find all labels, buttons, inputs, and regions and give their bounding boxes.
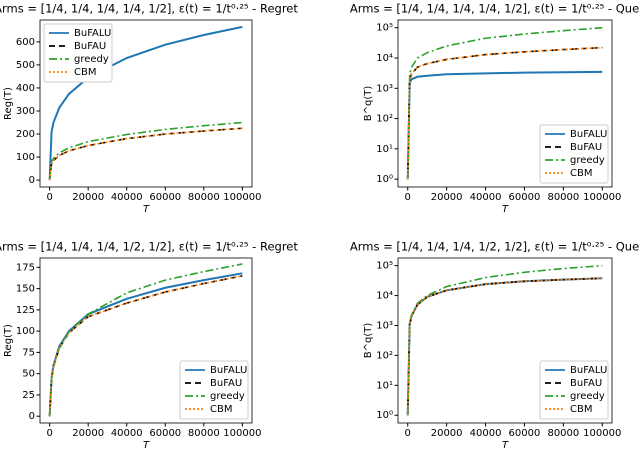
legend-label: BuFAU [570, 142, 602, 153]
x-tick-label: 20000 [72, 428, 104, 439]
x-tick-label: 80000 [188, 192, 220, 203]
y-axis-label: Reg(T) [3, 324, 14, 357]
y-tick-label: 100 [16, 152, 35, 163]
x-tick-label: 20000 [72, 192, 104, 203]
legend-label: BuFAU [210, 378, 242, 389]
chart-title: Arms = [1/4, 1/4, 1/4, 1/2, 1/2], ε(t) =… [350, 240, 640, 254]
plot-frame [39, 19, 253, 188]
y-axis-label: B^q(T) [363, 86, 374, 122]
y-tick-label: 300 [16, 106, 35, 117]
y-tick-label: 50 [22, 369, 35, 380]
legend-label: CBM [74, 67, 96, 78]
x-tick-label: 0 [405, 428, 411, 439]
y-axis-label: Reg(T) [3, 87, 14, 120]
series-line [48, 127, 243, 181]
x-tick-label: 60000 [509, 192, 541, 203]
x-tick-label: 0 [46, 428, 52, 439]
y-tick-label: 10² [376, 350, 393, 361]
plot-frame [397, 19, 613, 188]
x-tick-label: 40000 [111, 428, 143, 439]
x-tick-label: 20000 [431, 192, 463, 203]
legend-label: CBM [210, 404, 232, 415]
legend-label: BuFAU [74, 41, 106, 52]
x-tick-label: 0 [405, 192, 411, 203]
y-tick-label: 600 [16, 37, 35, 48]
y-tick-label: 10³ [376, 83, 393, 94]
x-tick-label: 40000 [111, 192, 143, 203]
chart-title: Arms = [1/4, 1/4, 1/4, 1/4, 1/2], ε(t) =… [0, 2, 298, 16]
y-tick-label: 100 [16, 326, 35, 337]
x-axis-label: T [502, 204, 509, 215]
x-tick-label: 100000 [583, 192, 621, 203]
x-axis-label: T [143, 204, 150, 215]
x-tick-label: 60000 [509, 428, 541, 439]
legend-label: BuFAU [570, 378, 602, 389]
y-tick-label: 10³ [376, 320, 393, 331]
y-tick-label: 10⁵ [376, 261, 393, 272]
y-tick-label: 10⁴ [376, 291, 393, 302]
series-line [48, 25, 243, 181]
series-line [48, 263, 243, 417]
legend-label: BuFALU [570, 365, 607, 376]
legend-box [539, 360, 609, 420]
legend-label: BuFALU [210, 365, 247, 376]
y-tick-label: 175 [16, 262, 35, 273]
y-tick-label: 0 [29, 411, 35, 422]
x-tick-label: 60000 [149, 428, 181, 439]
y-tick-label: 500 [16, 60, 35, 71]
y-tick-label: 0 [29, 175, 35, 186]
legend-label: CBM [570, 168, 592, 179]
series-line [406, 26, 603, 180]
y-tick-label: 10⁰ [376, 410, 393, 421]
legend-label: greedy [570, 391, 605, 402]
x-axis-label: T [502, 440, 509, 450]
x-tick-label: 60000 [149, 192, 181, 203]
x-tick-label: 0 [46, 192, 52, 203]
y-tick-label: 10¹ [376, 144, 393, 155]
x-tick-label: 100000 [223, 192, 261, 203]
x-tick-label: 100000 [583, 428, 621, 439]
y-tick-label: 10⁰ [376, 174, 393, 185]
legend-label: greedy [570, 155, 605, 166]
y-tick-label: 200 [16, 129, 35, 140]
x-tick-label: 20000 [431, 428, 463, 439]
y-tick-label: 150 [16, 284, 35, 295]
x-axis-label: T [143, 440, 150, 450]
plot-frame [39, 257, 253, 424]
y-tick-label: 400 [16, 83, 35, 94]
legend-box [179, 360, 249, 420]
legend-label: BuFALU [570, 129, 607, 140]
chart-title: Arms = [1/4, 1/4, 1/4, 1/4, 1/2], ε(t) =… [350, 2, 640, 16]
chart-title: Arms = [1/4, 1/4, 1/4, 1/2, 1/2], ε(t) =… [0, 240, 298, 254]
x-tick-label: 40000 [470, 192, 502, 203]
y-tick-label: 10⁵ [376, 23, 393, 34]
y-tick-label: 25 [22, 390, 35, 401]
series-line [406, 46, 603, 180]
y-tick-label: 75 [22, 347, 35, 358]
legend-label: CBM [570, 404, 592, 415]
x-tick-label: 80000 [547, 192, 579, 203]
y-tick-label: 125 [16, 305, 35, 316]
series-line [48, 275, 243, 417]
x-tick-label: 40000 [470, 428, 502, 439]
legend-label: BuFALU [74, 28, 111, 39]
x-tick-label: 80000 [547, 428, 579, 439]
legend-label: greedy [210, 391, 245, 402]
series-line [406, 277, 603, 416]
legend-box [539, 124, 609, 184]
x-tick-label: 100000 [223, 428, 261, 439]
y-tick-label: 10¹ [376, 380, 393, 391]
y-tick-label: 10² [376, 114, 393, 125]
x-tick-label: 80000 [188, 428, 220, 439]
legend-box [43, 23, 113, 83]
y-tick-label: 10⁴ [376, 53, 393, 64]
series-line [48, 127, 243, 181]
y-axis-label: B^q(T) [363, 323, 374, 359]
plot-frame [397, 257, 613, 424]
series-line [48, 121, 243, 181]
series-line [406, 70, 603, 180]
legend-label: greedy [74, 54, 109, 65]
